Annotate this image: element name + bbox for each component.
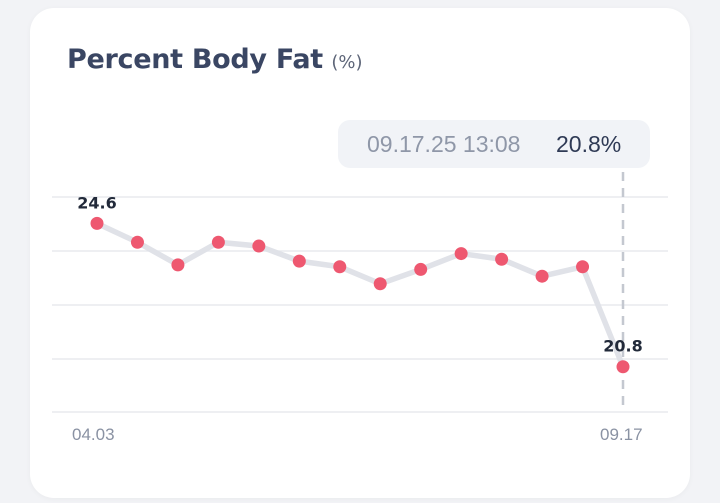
tooltip-time: 09.17.25 13:08 <box>367 130 521 157</box>
data-point-5 <box>292 254 306 268</box>
tooltip-value: 20.8% <box>556 130 622 157</box>
data-point-12 <box>576 260 590 274</box>
data-point-7 <box>373 277 387 291</box>
point-label-0: 24.6 <box>77 193 116 212</box>
x-tick-end: 09.17 <box>600 425 643 444</box>
chart-header: Percent Body Fat (%) <box>67 44 363 75</box>
data-point-2 <box>171 258 185 272</box>
data-point-4 <box>252 239 266 253</box>
chart-title: Percent Body Fat <box>67 44 323 75</box>
data-point-1 <box>130 235 144 249</box>
data-point-6 <box>333 260 347 274</box>
chart-unit: (%) <box>331 52 363 73</box>
chart-card <box>30 8 690 498</box>
data-point-13 <box>616 360 630 374</box>
data-point-11 <box>535 269 549 283</box>
point-label-13: 20.8 <box>603 337 642 356</box>
series-line <box>94 220 626 370</box>
data-point-0 <box>90 216 104 230</box>
data-point-9 <box>454 247 468 261</box>
data-point-3 <box>211 235 225 249</box>
selected-point-tooltip: 09.17.25 13:08 20.8% <box>338 120 650 168</box>
x-tick-start: 04.03 <box>72 425 115 444</box>
data-point-8 <box>414 262 428 276</box>
data-point-10 <box>495 252 509 266</box>
